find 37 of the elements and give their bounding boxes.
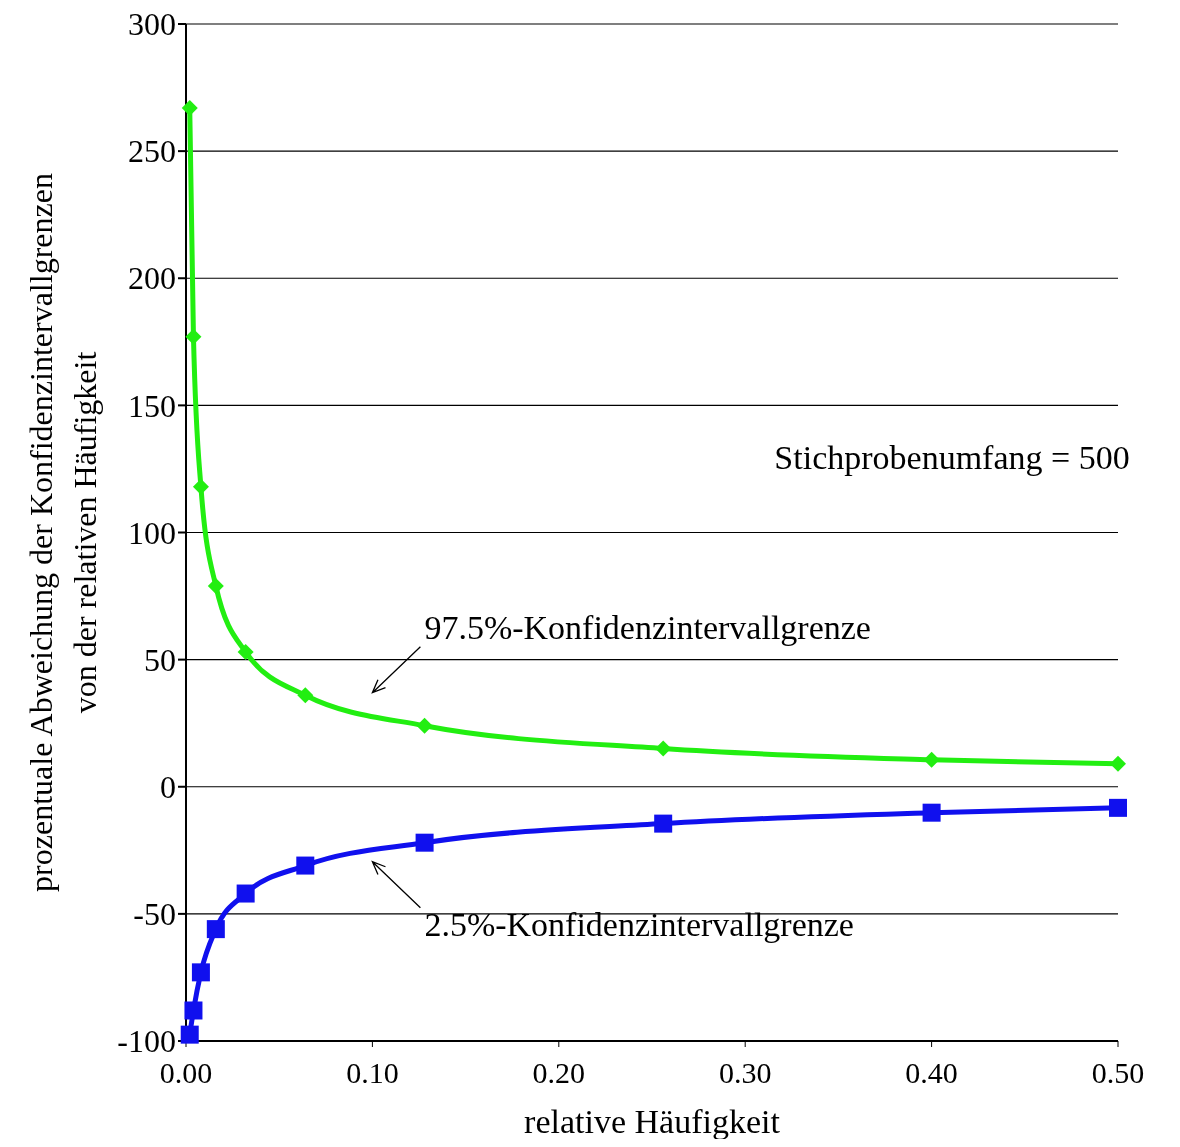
point [236,884,255,903]
annotation: 97.5%-Konfidenzintervallgrenze [424,608,871,646]
x-tick-label: 0.30 [718,1056,772,1089]
y-tick-label: 200 [128,260,176,297]
y-tick-label: 100 [128,514,176,551]
point [415,833,434,852]
point [416,717,433,734]
point [654,814,673,833]
annotation: Stichprobenumfang = 500 [774,438,1130,476]
point [185,328,202,345]
point [192,478,209,495]
point [237,644,254,660]
x-tick-label: 0.50 [1091,1056,1145,1089]
y-tick-label: 0 [160,768,176,805]
point [923,751,940,768]
y-tick-label: -50 [133,896,176,933]
x-tick-label: 0.40 [905,1056,958,1089]
y-tick-label: 250 [128,133,176,170]
point [184,1001,203,1020]
x-tick-label: 0.20 [532,1056,586,1089]
point [191,963,210,982]
point [207,577,224,594]
point [180,1025,199,1044]
point [1109,798,1127,817]
annotation: 2.5%-Konfidenzintervallgrenze [424,905,854,943]
y-tick-label: 50 [144,641,176,678]
y-axis-title: prozentuale Abweichung der Konfidenzintervallgrenzen von der relativen Häufigkeit [23,173,103,892]
point [296,856,315,875]
point [181,99,198,116]
point [206,920,225,939]
point [655,740,672,757]
x-tick-label: 0.10 [346,1056,399,1089]
point [922,803,941,822]
point [1110,755,1126,772]
point [297,687,314,704]
y-tick-label: 150 [128,387,176,424]
y-tick-label: 300 [128,6,176,43]
